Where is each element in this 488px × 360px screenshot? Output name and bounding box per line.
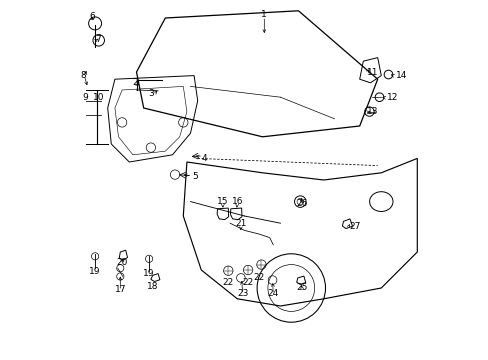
- Text: 22: 22: [242, 278, 253, 287]
- Text: 19: 19: [89, 267, 101, 276]
- Text: 9: 9: [82, 93, 88, 102]
- Text: 13: 13: [366, 107, 378, 116]
- Text: 25: 25: [296, 284, 307, 292]
- Text: 8: 8: [81, 71, 86, 80]
- Text: 19: 19: [143, 269, 155, 278]
- Text: 21: 21: [235, 219, 246, 228]
- Text: 5: 5: [192, 172, 198, 181]
- Text: 4: 4: [201, 154, 206, 163]
- Text: 16: 16: [231, 197, 243, 206]
- Text: 1: 1: [261, 10, 266, 19]
- Text: 23: 23: [237, 289, 248, 298]
- Text: 7: 7: [95, 35, 101, 44]
- Text: 11: 11: [366, 68, 378, 77]
- Text: 24: 24: [267, 289, 278, 298]
- Text: 22: 22: [222, 278, 233, 287]
- Text: 17: 17: [114, 285, 126, 294]
- Text: 26: 26: [296, 199, 307, 208]
- Text: 12: 12: [386, 93, 397, 102]
- Text: 6: 6: [89, 12, 95, 21]
- Text: 27: 27: [348, 222, 360, 231]
- Text: 15: 15: [217, 197, 228, 206]
- Text: 10: 10: [93, 93, 104, 102]
- Text: 22: 22: [253, 273, 264, 282]
- Text: 18: 18: [147, 282, 158, 291]
- Text: 2: 2: [132, 78, 137, 87]
- Text: 3: 3: [148, 89, 153, 98]
- Text: 14: 14: [395, 71, 406, 80]
- Text: 20: 20: [116, 258, 127, 267]
